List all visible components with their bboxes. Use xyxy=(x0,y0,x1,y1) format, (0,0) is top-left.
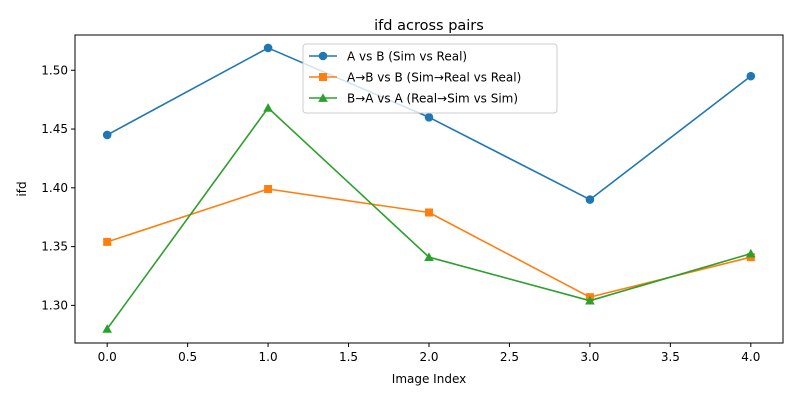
legend-label-2: B→A vs A (Real→Sim vs Sim) xyxy=(347,92,518,106)
x-tick-label: 1.0 xyxy=(259,350,278,364)
x-tick-label: 2.5 xyxy=(500,350,519,364)
data-point-1-2 xyxy=(425,208,433,217)
series-line-1 xyxy=(106,188,752,298)
x-tick-label: 1.5 xyxy=(339,350,358,364)
x-axis-label: Image Index xyxy=(392,372,466,386)
x-tick-label: 0.5 xyxy=(178,350,197,364)
y-axis-label: ifd xyxy=(15,181,29,196)
y-tick-label: 1.40 xyxy=(41,181,68,195)
data-point-0-3 xyxy=(585,195,595,204)
data-point-0-0 xyxy=(102,130,112,140)
data-point-2-0 xyxy=(102,324,112,333)
data-point-1-0 xyxy=(103,237,112,246)
y-tick-label: 1.50 xyxy=(41,63,68,77)
legend-marker-2 xyxy=(318,93,328,102)
data-point-2-3 xyxy=(585,295,595,305)
y-tick-label: 1.45 xyxy=(41,122,68,136)
x-tick-label: 0.0 xyxy=(98,350,117,364)
chart-title: ifd across pairs xyxy=(374,18,484,34)
y-tick-label: 1.35 xyxy=(41,240,68,254)
legend-label-0: A vs B (Sim vs Real) xyxy=(347,50,467,64)
data-point-0-2 xyxy=(424,112,434,122)
data-point-2-4 xyxy=(746,248,756,258)
data-point-0-4 xyxy=(746,71,756,81)
x-tick-label: 3.0 xyxy=(580,350,599,364)
data-point-1-1 xyxy=(264,185,273,193)
data-point-2-1 xyxy=(263,103,273,112)
legend: A vs B (Sim vs Real) A→B vs B (Sim→Real v… xyxy=(302,43,558,114)
legend-box xyxy=(302,43,558,114)
y-tick-label: 1.30 xyxy=(41,298,68,312)
x-tick-label: 3.5 xyxy=(661,350,680,364)
x-tick-label: 4.0 xyxy=(741,350,760,364)
x-tick-label: 2.0 xyxy=(419,350,438,364)
legend-label-1: A→B vs B (Sim→Real vs Real) xyxy=(347,71,521,85)
data-point-2-2 xyxy=(424,252,434,262)
legend-marker-1 xyxy=(319,73,327,81)
data-point-0-1 xyxy=(263,43,273,53)
legend-marker-0 xyxy=(318,51,328,61)
series-line-2 xyxy=(106,107,752,330)
